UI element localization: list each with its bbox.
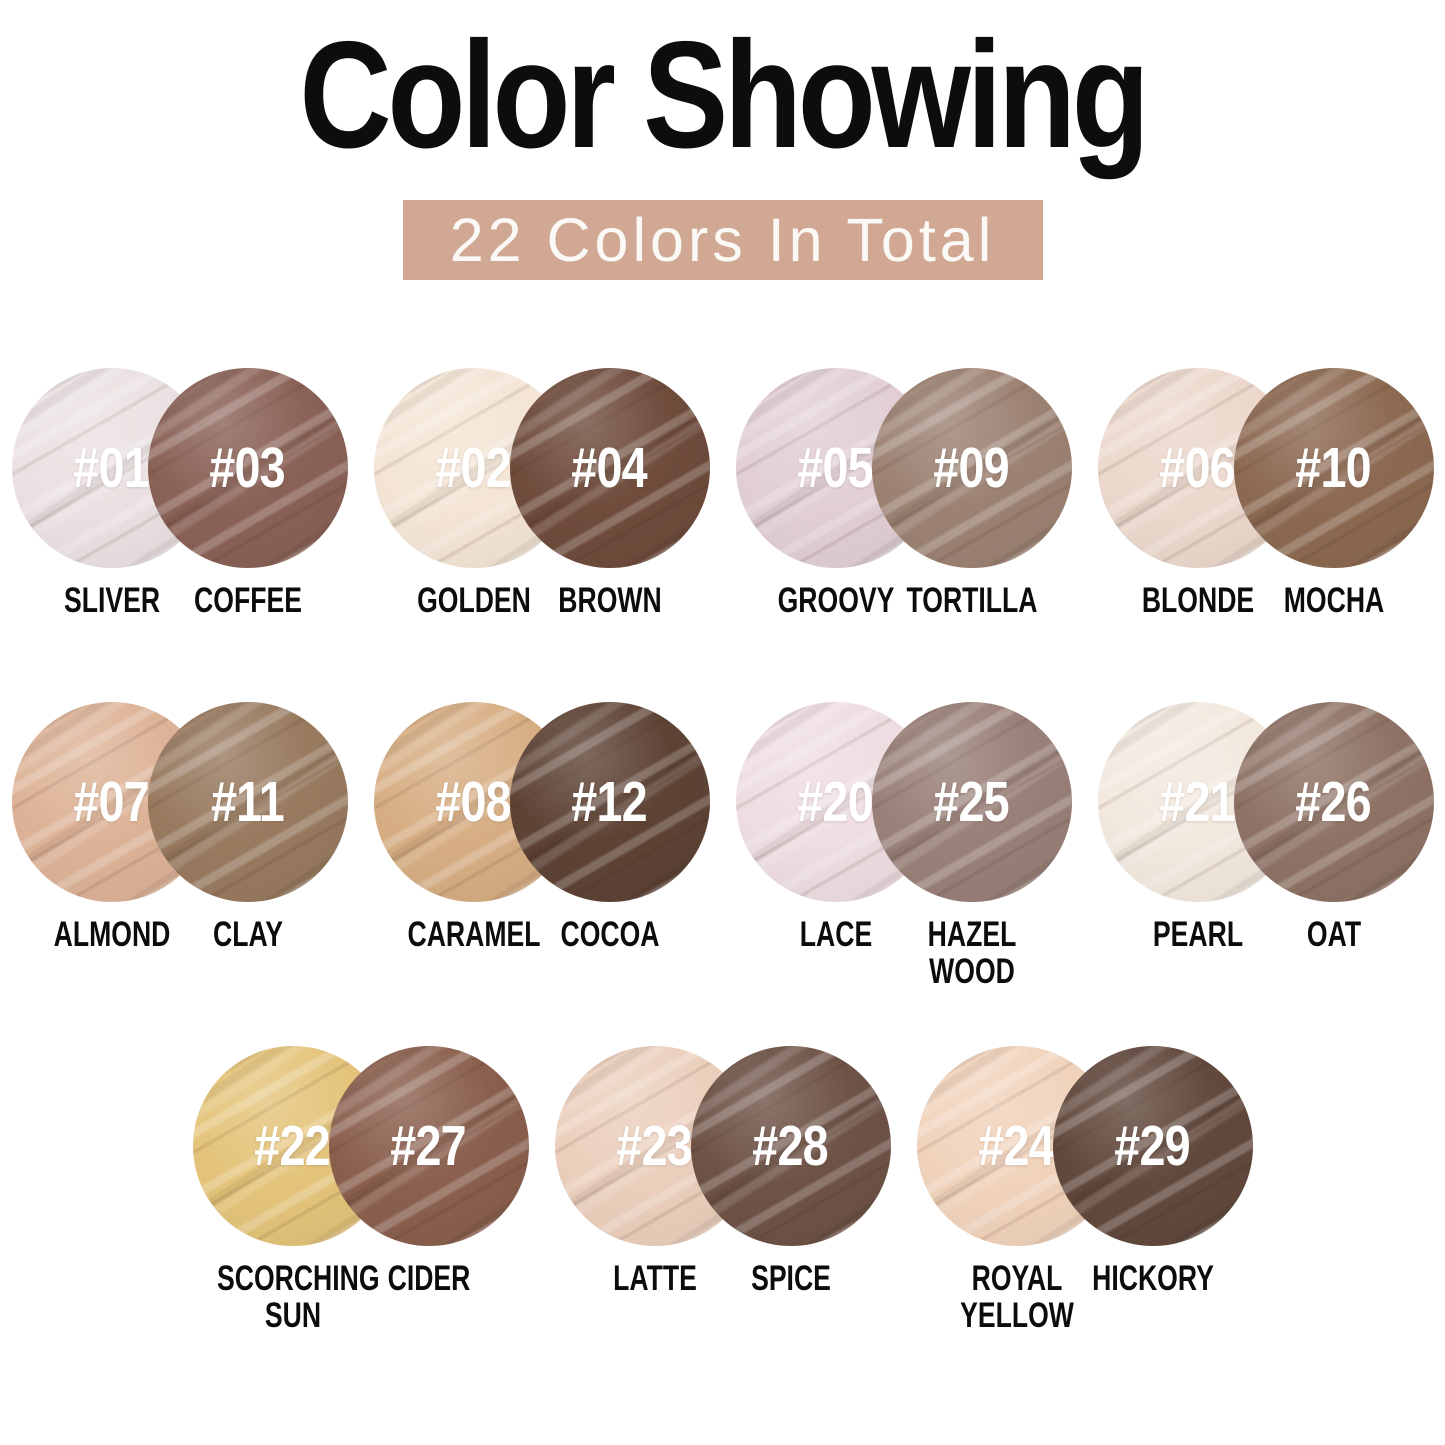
swatch-name: BLONDE [1141,581,1254,621]
swatch-row-3: #22 #27 SCORCHING SUN CIDER #23 #28 LATT… [0,1046,1445,1334]
total-colors-text: 22 Colors In Total [449,206,996,275]
color-showing-page: Color Showing 22 Colors In Total #01 #03… [0,16,1445,1445]
swatch-pair-07-11: #07 #11 ALMOND CLAY [11,702,348,955]
swatch-pair-01-03: #01 #03 SLIVER COFFEE [11,368,348,621]
swatch-circle-dark: #04 [509,368,710,569]
swatch-pair-21-26: #21 #26 PEARL OAT [1097,702,1434,955]
swatch-number: #06 [1159,436,1236,501]
swatch-name: LATTE [612,1259,697,1299]
swatch-name: SCORCHING SUN [216,1259,380,1336]
swatch-name: ROYAL YELLOW [959,1259,1074,1336]
swatch-row-2: #07 #11 ALMOND CLAY #08 #12 CARAMEL COCO… [0,702,1445,990]
swatch-number: #26 [1295,770,1372,835]
swatch-number: #29 [1114,1114,1191,1179]
swatch-name: OAT [1306,915,1361,955]
swatch-pair-24-29: #24 #29 ROYAL YELLOW HICKORY [916,1046,1253,1334]
swatch-circle-dark: #12 [509,702,710,903]
swatch-number: #21 [1159,770,1236,835]
swatch-circle-dark: #11 [147,702,348,903]
swatch-circle-dark: #09 [871,368,1072,569]
swatch-name: MOCHA [1283,581,1384,621]
swatch-number: #02 [435,436,512,501]
page-title: Color Showing [299,10,1149,180]
swatch-pair-06-10: #06 #10 BLONDE MOCHA [1097,368,1434,621]
swatch-number: #20 [797,770,874,835]
swatch-number: #03 [209,436,286,501]
swatch-circle-dark: #10 [1233,368,1434,569]
swatch-number: #22 [254,1114,331,1179]
swatch-name: TORTILLA [905,581,1038,621]
swatch-pair-08-12: #08 #12 CARAMEL COCOA [373,702,710,955]
swatch-circle-dark: #03 [147,368,348,569]
swatch-number: #23 [616,1114,693,1179]
swatch-number: #12 [571,770,648,835]
swatch-name: HICKORY [1091,1259,1214,1299]
swatch-number: #01 [73,436,150,501]
swatch-name: PEARL [1152,915,1243,955]
swatch-name: SPICE [750,1259,831,1299]
swatch-pair-05-09: #05 #09 GROOVY TORTILLA [735,368,1072,621]
swatch-circle-dark: #25 [871,702,1072,903]
total-colors-banner: 22 Colors In Total [402,200,1043,281]
swatch-row-1: #01 #03 SLIVER COFFEE #02 #04 GOLDEN BRO… [0,368,1445,620]
swatch-number: #28 [752,1114,829,1179]
swatch-pair-02-04: #02 #04 GOLDEN BROWN [373,368,710,621]
swatch-name: ALMOND [53,915,170,955]
swatch-circle-dark: #28 [690,1046,891,1247]
swatch-pair-23-28: #23 #28 LATTE SPICE [554,1046,891,1299]
swatch-pair-22-27: #22 #27 SCORCHING SUN CIDER [192,1046,529,1334]
swatch-name: BROWN [557,581,662,621]
swatch-number: #05 [797,436,874,501]
swatch-number: #08 [435,770,512,835]
swatch-name: CIDER [387,1259,470,1299]
swatch-pair-20-25: #20 #25 LACE HAZEL WOOD [735,702,1072,990]
swatch-number: #09 [933,436,1010,501]
swatch-circle-dark: #29 [1052,1046,1253,1247]
swatch-number: #27 [390,1114,467,1179]
swatch-number: #04 [571,436,648,501]
swatch-name: LACE [799,915,872,955]
swatch-number: #25 [933,770,1010,835]
swatch-name: GROOVY [777,581,894,621]
swatch-name: SLIVER [63,581,160,621]
swatch-name: HAZEL WOOD [927,915,1016,992]
swatch-number: #11 [211,770,285,835]
swatch-name: COCOA [559,915,660,955]
swatch-number: #07 [73,770,150,835]
swatch-number: #10 [1295,436,1372,501]
swatch-circle-dark: #26 [1233,702,1434,903]
swatch-name: COFFEE [193,581,302,621]
swatch-name: CARAMEL [407,915,540,955]
swatch-name: CLAY [212,915,283,955]
swatch-circle-dark: #27 [328,1046,529,1247]
swatch-name: GOLDEN [416,581,531,621]
swatch-number: #24 [978,1114,1055,1179]
